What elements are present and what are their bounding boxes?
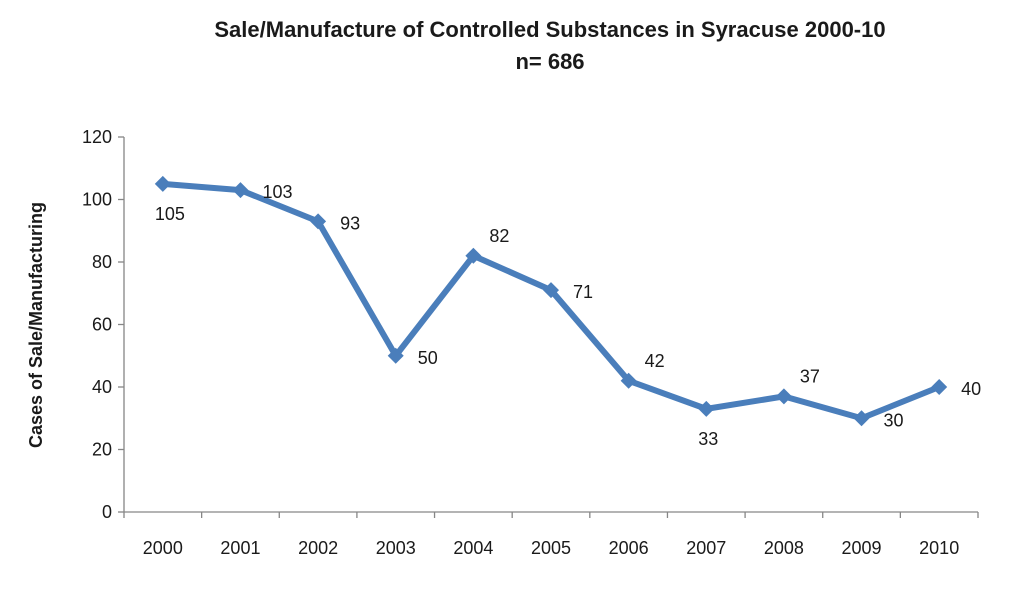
chart-subtitle: n= 686: [515, 49, 585, 74]
x-tick-label: 2006: [609, 538, 649, 558]
data-label: 82: [489, 226, 509, 246]
data-point-marker: [543, 282, 559, 299]
y-tick-label: 100: [82, 190, 112, 210]
x-tick-label: 2008: [764, 538, 804, 558]
x-tick-label: 2004: [453, 538, 493, 558]
series-group: [154, 175, 948, 427]
data-labels: 105 103 93 50 82 71 42 33 37 30 40: [155, 182, 981, 449]
y-tick-label: 0: [102, 502, 112, 522]
data-point-marker: [465, 247, 482, 264]
y-axis-label: Cases of Sale/Manufacturing: [26, 202, 46, 448]
data-label: 103: [262, 182, 292, 202]
y-tick-label: 120: [82, 127, 112, 147]
x-tick-label: 2003: [376, 538, 416, 558]
x-tick-label: 2000: [143, 538, 183, 558]
data-label: 42: [645, 351, 665, 371]
data-point-marker: [310, 213, 327, 230]
y-axis-ticks: 0 20 40 60 80 100 120: [82, 127, 124, 522]
data-point-marker: [154, 175, 171, 192]
data-label: 93: [340, 213, 360, 233]
data-point-marker: [387, 347, 404, 364]
chart-title-block: Sale/Manufacture of Controlled Substance…: [130, 14, 970, 78]
data-label: 40: [961, 379, 981, 399]
data-label: 105: [155, 204, 185, 224]
x-axis-ticks: 2000 2001 2002 2003 2004 2005 2006 2007 2008 2009…: [123, 512, 979, 558]
x-tick-label: 2007: [686, 538, 726, 558]
data-point-marker: [775, 388, 792, 405]
data-label: 50: [418, 348, 438, 368]
data-label: 37: [800, 366, 820, 386]
x-tick-label: 2005: [531, 538, 571, 558]
data-point-marker: [620, 372, 637, 389]
x-tick-label: 2002: [298, 538, 338, 558]
data-label: 71: [573, 282, 593, 302]
data-point-marker: [698, 400, 715, 417]
y-tick-label: 60: [92, 315, 112, 335]
data-label: 33: [698, 429, 718, 449]
y-tick-label: 20: [92, 440, 112, 460]
data-point-marker: [853, 410, 870, 427]
data-point-marker: [232, 182, 249, 199]
x-tick-label: 2009: [842, 538, 882, 558]
y-tick-label: 40: [92, 377, 112, 397]
x-tick-label: 2001: [220, 538, 260, 558]
data-point-marker: [931, 379, 948, 395]
series-line: [159, 180, 943, 422]
chart-title: Sale/Manufacture of Controlled Substance…: [214, 17, 886, 42]
data-label: 30: [884, 410, 904, 430]
y-tick-label: 80: [92, 252, 112, 272]
x-tick-label: 2010: [919, 538, 959, 558]
